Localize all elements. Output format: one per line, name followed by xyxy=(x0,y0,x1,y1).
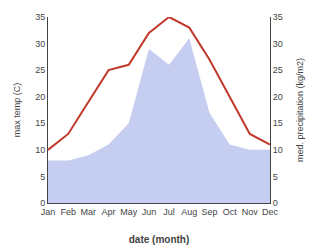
svg-text:Jan: Jan xyxy=(41,207,56,217)
svg-text:0: 0 xyxy=(40,198,45,208)
svg-text:Jun: Jun xyxy=(142,207,157,217)
svg-text:Feb: Feb xyxy=(60,207,76,217)
svg-text:20: 20 xyxy=(273,92,283,102)
svg-text:20: 20 xyxy=(35,92,45,102)
svg-text:Dec: Dec xyxy=(262,207,279,217)
svg-text:Mar: Mar xyxy=(81,207,97,217)
svg-text:0: 0 xyxy=(273,198,278,208)
svg-text:30: 30 xyxy=(35,39,45,49)
svg-text:35: 35 xyxy=(35,12,45,22)
svg-text:15: 15 xyxy=(35,118,45,128)
svg-text:max temp (C): max temp (C) xyxy=(12,83,22,138)
svg-text:date (month): date (month) xyxy=(129,234,190,245)
svg-text:Nov: Nov xyxy=(242,207,259,217)
svg-text:med. precipitation (kg/m2): med. precipitation (kg/m2) xyxy=(295,58,305,162)
svg-text:10: 10 xyxy=(273,145,283,155)
svg-text:25: 25 xyxy=(35,65,45,75)
svg-text:25: 25 xyxy=(273,65,283,75)
svg-text:Aug: Aug xyxy=(181,207,197,217)
svg-text:5: 5 xyxy=(40,172,45,182)
svg-text:Jul: Jul xyxy=(163,207,175,217)
svg-text:15: 15 xyxy=(273,118,283,128)
svg-text:Oct: Oct xyxy=(223,207,238,217)
svg-text:5: 5 xyxy=(273,172,278,182)
svg-text:May: May xyxy=(120,207,138,217)
svg-text:30: 30 xyxy=(273,39,283,49)
svg-text:Sep: Sep xyxy=(201,207,217,217)
svg-text:35: 35 xyxy=(273,12,283,22)
svg-text:10: 10 xyxy=(35,145,45,155)
svg-text:Apr: Apr xyxy=(102,207,116,217)
